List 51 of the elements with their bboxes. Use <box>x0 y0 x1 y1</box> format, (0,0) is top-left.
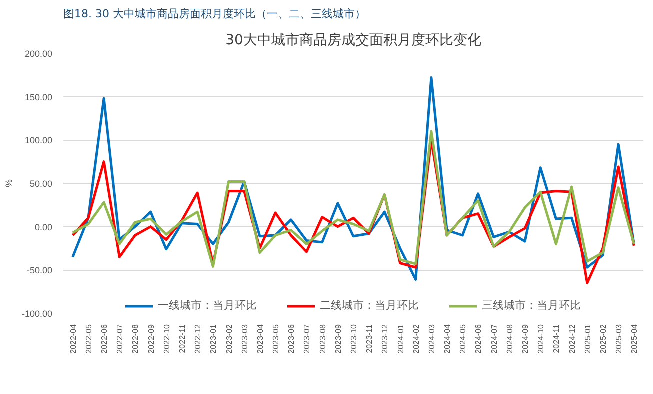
x-tick-label: 2024-06 <box>474 324 484 354</box>
x-tick-label: 2023-04 <box>256 324 265 354</box>
x-tick-label: 2024-03 <box>427 324 436 354</box>
legend-label: 一线城市：当月环比 <box>158 298 257 313</box>
x-tick-label: 2022-04 <box>68 324 78 354</box>
x-tick-label: 2022-09 <box>146 324 156 354</box>
chart-title: 30大中城市商品房成交面积月度环比变化 <box>226 32 482 48</box>
x-tick-label: 2023-03 <box>240 324 250 354</box>
x-tick-label: 2023-10 <box>350 324 358 354</box>
x-tick-label: 2022-05 <box>84 324 94 354</box>
x-tick-label: 2022-07 <box>116 324 125 354</box>
legend-label: 二线城市：当月环比 <box>320 298 419 313</box>
legend-label: 三线城市：当月环比 <box>482 298 581 313</box>
x-tick-label: 2024-02 <box>412 324 421 354</box>
y-tick-label: 100.00 <box>24 136 53 146</box>
x-tick-label: 2023-02 <box>224 324 234 354</box>
x-tick-label: 2023-08 <box>318 324 328 354</box>
y-axis-title: % <box>4 179 14 188</box>
x-tick-label: 2025-02 <box>598 324 608 354</box>
x-tick-label: 2025-04 <box>630 324 640 354</box>
x-tick-label: 2022-10 <box>162 324 172 354</box>
x-tick-label: 2024-05 <box>458 324 468 354</box>
y-tick-label: -50.00 <box>26 266 53 276</box>
x-tick-label: 2022-06 <box>100 324 110 354</box>
y-tick-label: 150.00 <box>24 92 53 102</box>
x-tick-label: 2023-11 <box>365 324 374 354</box>
x-tick-label: 2025-03 <box>614 324 624 354</box>
x-tick-label: 2024-10 <box>536 324 546 354</box>
x-tick-label: 2024-12 <box>568 324 577 354</box>
line-series <box>72 130 636 268</box>
x-tick-label: 2023-07 <box>302 324 312 354</box>
x-tick-label: 2024-08 <box>505 324 514 354</box>
x-tick-label: 2022-12 <box>194 324 203 354</box>
x-tick-label: 2024-11 <box>552 324 562 354</box>
x-tick-label: 2023-06 <box>287 324 296 354</box>
caption: 图18. 30 大中城市商品房面积月度环比（一、二、三线城市） <box>64 8 366 20</box>
x-tick-label: 2023-12 <box>380 324 390 354</box>
x-tick-label: 2024-09 <box>521 324 530 354</box>
x-tick-label: 2025-01 <box>583 324 592 354</box>
x-tick-label: 2023-05 <box>272 324 281 354</box>
x-tick-label: 2022-08 <box>131 324 140 354</box>
y-tick-label: 200.00 <box>24 49 53 59</box>
y-tick-label: -100.00 <box>22 309 53 319</box>
x-tick-label: 2022-11 <box>178 324 187 354</box>
x-tick-label: 2024-01 <box>396 324 406 354</box>
x-tick-label: 2024-04 <box>443 324 452 354</box>
x-tick-label: 2024-07 <box>490 324 499 354</box>
x-tick-label: 2023-01 <box>209 324 218 354</box>
x-tick-label: 2023-09 <box>334 324 343 354</box>
y-tick-label: 0.00 <box>34 222 53 232</box>
y-tick-label: 50.00 <box>30 179 53 189</box>
